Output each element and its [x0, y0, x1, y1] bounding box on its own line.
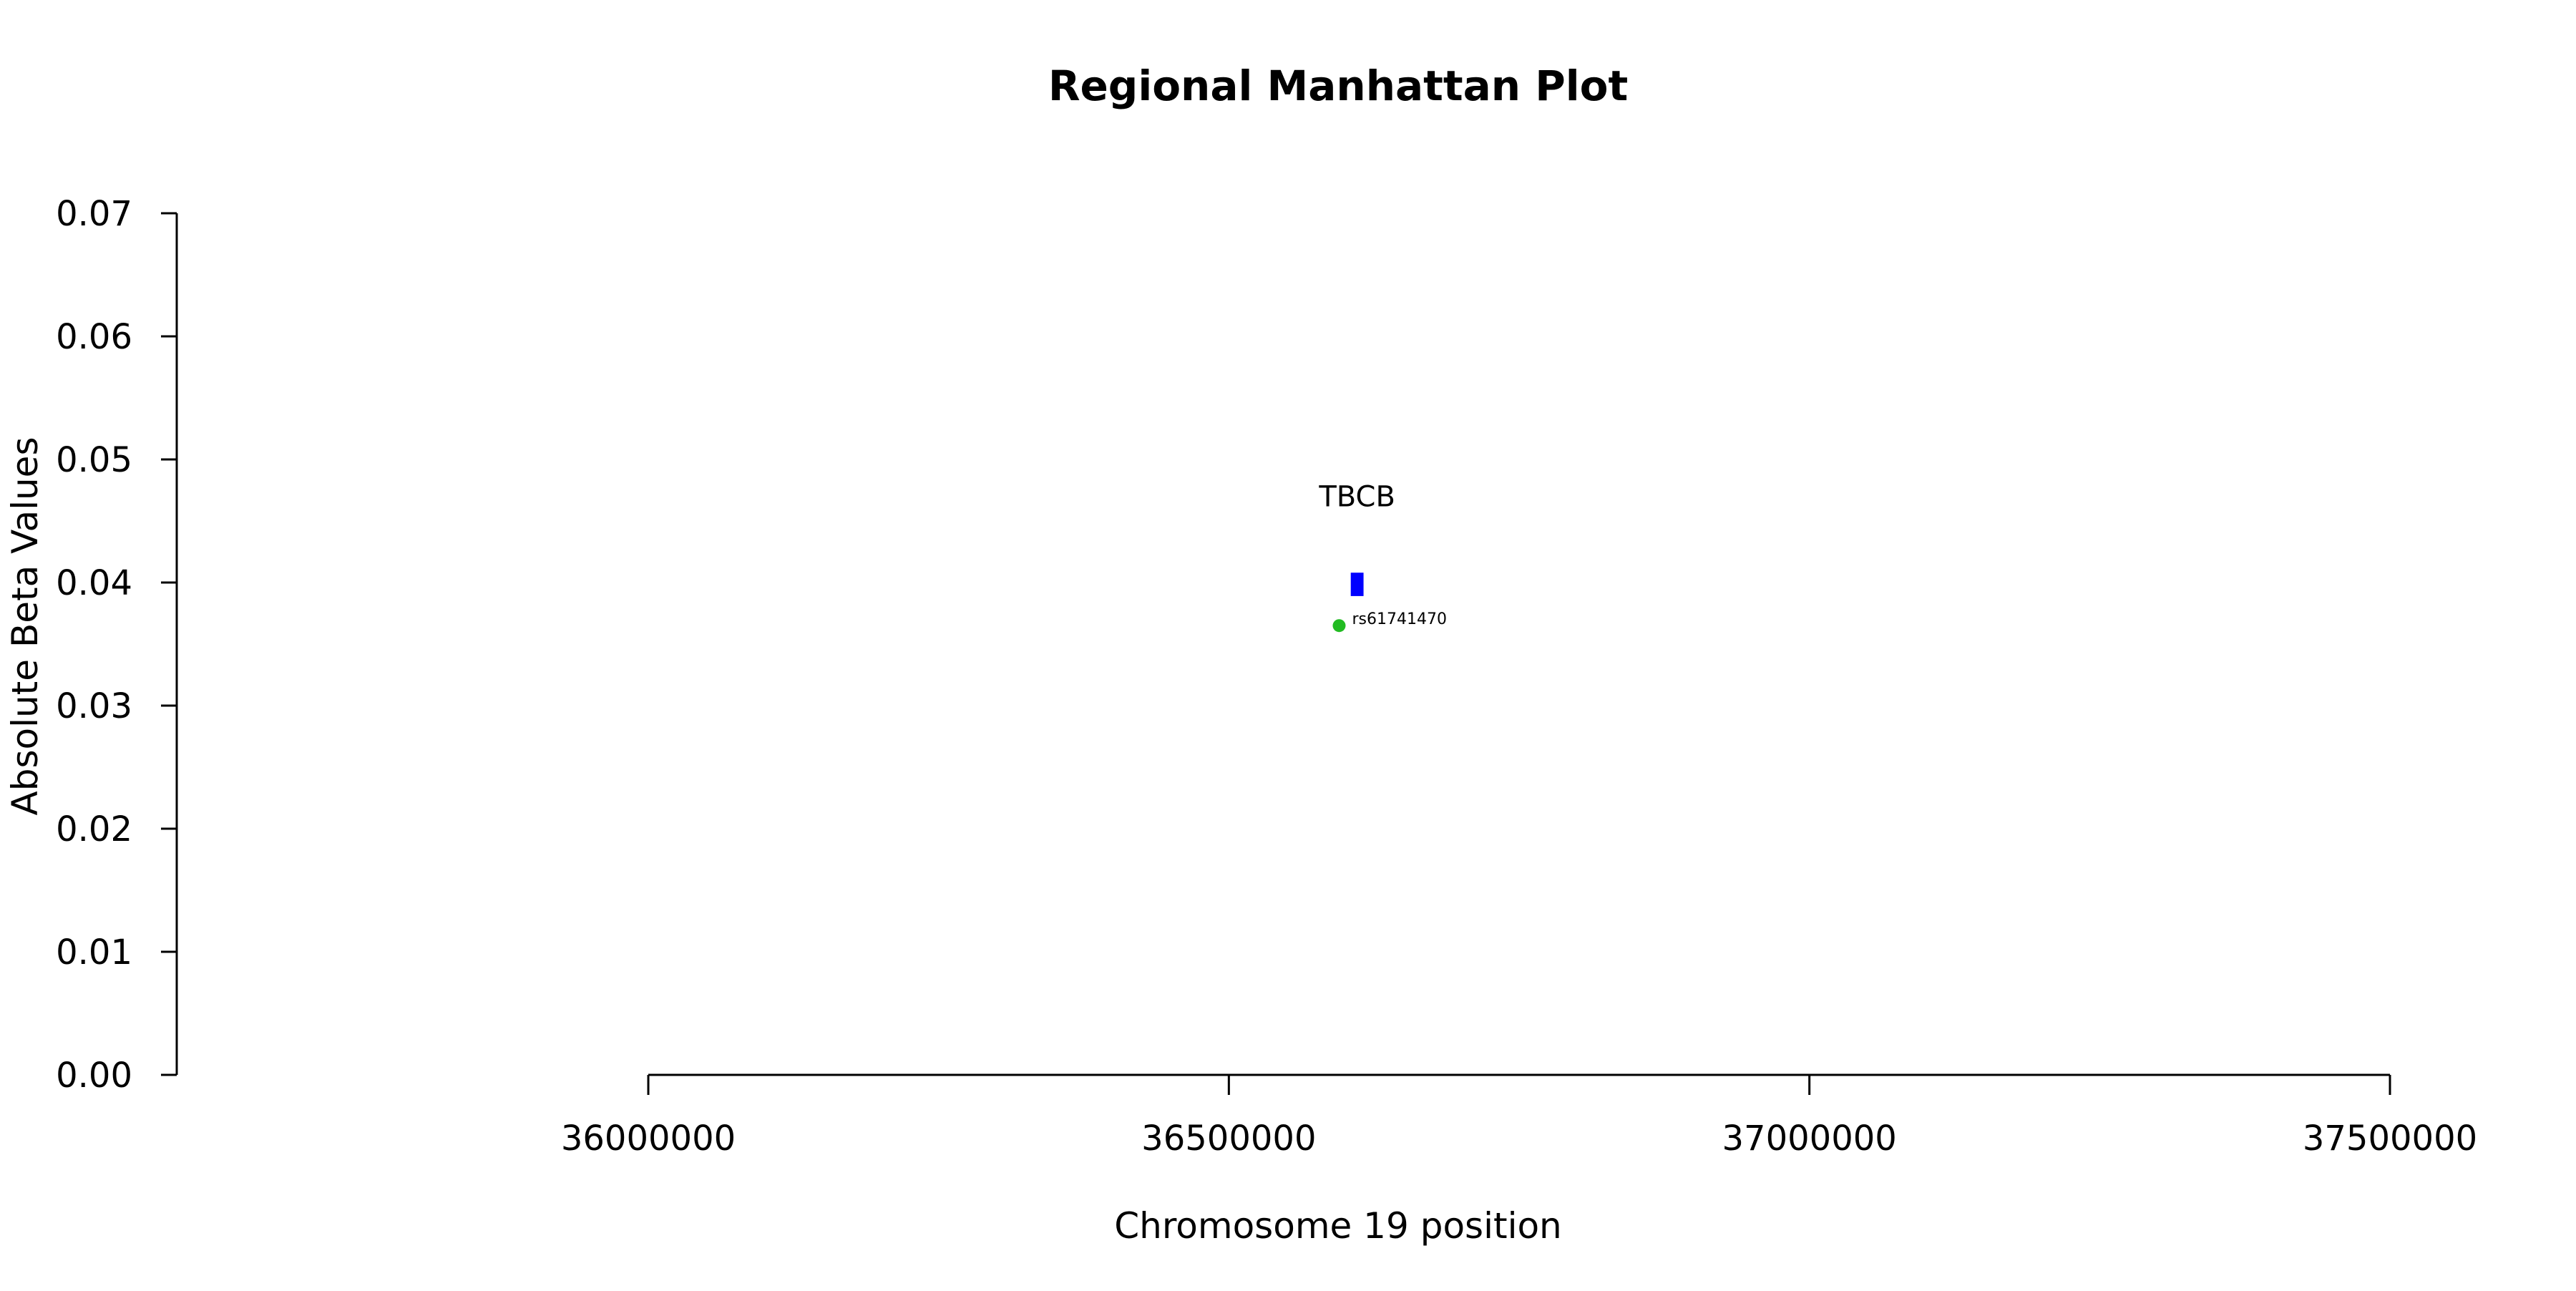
y-axis-title: Absolute Beta Values [4, 437, 46, 816]
y-tick-label: 0.02 [56, 809, 132, 849]
snp-point [1332, 619, 1346, 633]
y-tick-label: 0.04 [56, 563, 132, 603]
x-axis-title: Chromosome 19 position [1114, 1205, 1562, 1247]
gene-label: TBCB [1318, 481, 1395, 514]
x-tick-label: 37500000 [2303, 1119, 2477, 1159]
y-axis-ticks: 0.00 0.01 0.02 0.03 0.04 0.05 0.06 0.07 [56, 194, 177, 1096]
snp-label: rs61741470 [1352, 610, 1446, 628]
chart-title: Regional Manhattan Plot [1048, 62, 1628, 110]
y-tick-label: 0.07 [56, 194, 132, 234]
snp-layer: rs61741470 [1332, 610, 1447, 633]
x-axis-ticks: 36000000 36500000 37000000 37500000 [561, 1075, 2477, 1159]
gene-box [1350, 573, 1364, 596]
x-tick-label: 37000000 [1722, 1119, 1897, 1159]
y-tick-label: 0.01 [56, 932, 132, 973]
y-tick-label: 0.05 [56, 440, 132, 480]
y-tick-label: 0.00 [56, 1056, 132, 1096]
x-tick-label: 36000000 [561, 1119, 736, 1159]
x-tick-label: 36500000 [1141, 1119, 1316, 1159]
y-tick-label: 0.03 [56, 686, 132, 726]
y-tick-label: 0.06 [56, 317, 132, 357]
gene-layer: TBCB [1318, 481, 1395, 596]
